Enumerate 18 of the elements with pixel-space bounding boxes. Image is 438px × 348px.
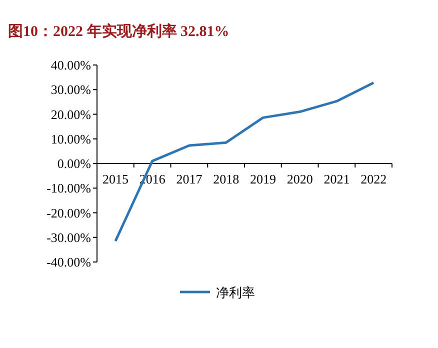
y-tick-label: -30.00% bbox=[46, 230, 92, 245]
x-tick-label: 2020 bbox=[286, 172, 313, 186]
x-tick-label: 2019 bbox=[250, 172, 276, 186]
legend-label: 净利率 bbox=[216, 285, 255, 300]
x-tick-label: 2021 bbox=[324, 172, 350, 186]
chart-title: 图10：2022 年实现净利率 32.81% bbox=[8, 22, 230, 40]
x-tick-label: 2015 bbox=[102, 172, 128, 186]
y-tick-label: 20.00% bbox=[50, 106, 92, 122]
y-tick-label: -10.00% bbox=[46, 180, 92, 196]
x-tick-label: 2022 bbox=[360, 172, 387, 186]
y-tick-label: 30.00% bbox=[50, 82, 92, 98]
y-tick-label: -20.00% bbox=[46, 205, 92, 220]
x-tick-label: 2017 bbox=[176, 172, 203, 186]
y-tick-label: 10.00% bbox=[50, 131, 92, 146]
y-tick-label: 40.00% bbox=[50, 58, 92, 72]
y-tick-label: 0.00% bbox=[57, 156, 92, 171]
x-tick-label: 2018 bbox=[213, 172, 240, 186]
y-tick-label: -40.00% bbox=[46, 254, 92, 270]
